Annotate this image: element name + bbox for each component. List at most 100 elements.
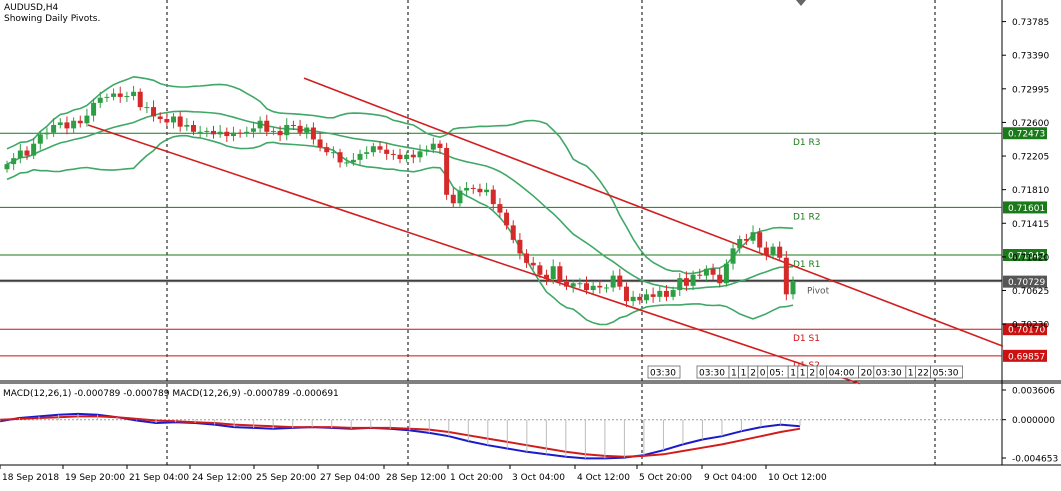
bear-candle <box>717 274 723 284</box>
bear-candle <box>317 139 323 148</box>
bull-candle <box>484 189 490 193</box>
bear-candle <box>663 290 669 297</box>
macd-y-tick-label: -0.004653 <box>1012 455 1058 465</box>
bear-candle <box>157 116 163 120</box>
time-label-text: 03:30 <box>650 369 676 379</box>
bear-candle <box>191 124 197 132</box>
x-tick-label: 18 Sep 2018 <box>2 473 59 483</box>
bear-candle <box>264 120 270 132</box>
bull-candle <box>144 107 150 109</box>
bear-candle <box>783 257 789 295</box>
bull-candle <box>737 239 743 249</box>
x-tick-label: 25 Sep 20:00 <box>256 473 316 483</box>
macd-y-tick-label: 0.000000 <box>1012 416 1055 426</box>
x-tick-label: 1 Oct 20:00 <box>450 473 503 483</box>
time-label-box <box>647 365 681 379</box>
pivot-note-label: Showing Daily Pivots. <box>4 14 100 24</box>
y-tick-label: 0.70625 <box>1012 287 1049 297</box>
bull-candle <box>4 164 10 170</box>
bull-candle <box>250 128 256 132</box>
bear-candle <box>397 154 403 160</box>
bull-candle <box>670 290 676 297</box>
bull-candle <box>350 159 356 163</box>
bear-candle <box>297 125 303 133</box>
macd-signal-line <box>0 415 801 458</box>
x-tick-label: 24 Sep 12:00 <box>192 473 252 483</box>
bear-candle <box>763 247 769 256</box>
bear-candle <box>164 119 170 123</box>
bear-candle <box>137 91 143 108</box>
chart-shift-marker-icon[interactable] <box>796 0 806 6</box>
time-label-text: 1 <box>741 369 747 379</box>
bear-candle <box>490 189 496 205</box>
bear-candle <box>597 285 603 288</box>
bull-candle <box>457 190 463 204</box>
bear-candle <box>497 204 503 213</box>
bull-candle <box>657 290 663 297</box>
bull-candle <box>643 294 649 301</box>
bear-candle <box>637 296 643 301</box>
bull-candle <box>230 132 236 137</box>
level-label: Pivot <box>807 287 830 297</box>
level-price-tag <box>1003 323 1047 336</box>
bull-candle <box>730 248 736 264</box>
macd-main-line <box>0 412 801 460</box>
bear-candle <box>710 268 716 275</box>
time-label-text: 1 <box>731 369 737 379</box>
bear-candle <box>377 146 383 150</box>
x-tick-label: 9 Oct 04:00 <box>704 473 757 483</box>
bull-candle <box>71 120 77 129</box>
macd-title: MACD(12,26,1) -0.000789 -0.000789 MACD(1… <box>3 389 339 399</box>
bull-candle <box>430 143 436 150</box>
time-label-text: 0 <box>819 369 825 379</box>
time-label-text: 05: <box>769 369 783 379</box>
bull-candle <box>111 93 117 97</box>
bear-candle <box>743 239 749 241</box>
bear-candle <box>757 232 763 248</box>
bear-candle <box>384 149 390 154</box>
level-label: D1 S1 <box>793 334 820 344</box>
panel-frames <box>0 0 1061 466</box>
bear-candle <box>290 124 296 126</box>
y-tick-label: 0.71415 <box>1012 220 1049 230</box>
level-price-tag <box>1003 349 1047 362</box>
bull-candle <box>424 149 430 152</box>
bull-candle <box>17 150 23 159</box>
bear-candle <box>477 188 483 193</box>
time-label-box <box>930 365 963 379</box>
bollinger-lower-line <box>6 134 794 326</box>
time-label-text: 04:00 <box>829 369 855 379</box>
level-price-tag-text: 0.70170 <box>1008 326 1045 336</box>
time-label-text: 1 <box>800 369 806 379</box>
bull-candle <box>610 275 616 288</box>
bull-candle <box>104 96 110 98</box>
y-tick-label: 0.73390 <box>1012 52 1049 62</box>
time-label-text: 05:30 <box>933 369 959 379</box>
bear-candle <box>697 274 703 276</box>
bear-candle <box>470 187 476 189</box>
bear-candle <box>224 131 230 137</box>
bull-candle <box>270 130 276 132</box>
bear-candle <box>410 154 416 158</box>
level-price-tag-text: 0.70729 <box>1008 278 1045 288</box>
bollinger-middle-line <box>6 110 794 290</box>
bollinger-upper-line <box>6 75 794 275</box>
level-price-tag-text: 0.72473 <box>1008 130 1045 140</box>
bull-candle <box>464 187 470 191</box>
bull-candle <box>184 124 190 127</box>
bear-candle <box>524 253 530 263</box>
bull-candle <box>124 96 130 98</box>
y-tick-label: 0.71020 <box>1012 253 1049 263</box>
price-channel <box>87 77 1004 385</box>
level-price-tag-text: 0.69857 <box>1008 352 1045 362</box>
level-price-tag-text: 0.71601 <box>1008 204 1045 214</box>
time-label-text: 03:30 <box>699 369 725 379</box>
bull-candle <box>244 131 250 134</box>
level-label: D1 R1 <box>793 260 821 270</box>
time-label-text: 2 <box>809 369 815 379</box>
y-tick-label: 0.71810 <box>1012 186 1049 196</box>
level-price-tag <box>1003 201 1047 214</box>
